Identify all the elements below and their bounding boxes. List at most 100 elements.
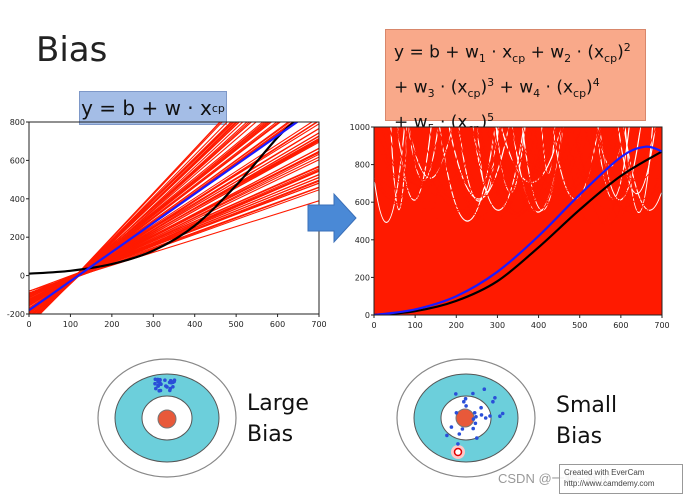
fit-curve: [384, 127, 409, 203]
fit-curve: [513, 127, 617, 190]
x-tick-label: 400: [187, 320, 202, 329]
bullseye: [455, 408, 475, 428]
shot-dot: [462, 399, 466, 404]
outlier-shot: [453, 447, 463, 457]
x-tick-label: 200: [449, 321, 464, 330]
fit-curve: [436, 127, 535, 196]
shot-dot: [471, 391, 475, 396]
x-tick-label: 100: [63, 320, 78, 329]
fit-curve: [404, 127, 512, 200]
large-bias-label: Large Bias: [247, 391, 309, 447]
fit-curve: [595, 127, 651, 210]
fit-curve: [529, 127, 564, 201]
bullseye: [157, 409, 177, 429]
shot-dot: [463, 396, 468, 401]
shot-dot: [168, 388, 172, 393]
x-tick-label: 700: [654, 321, 669, 330]
shot-dot: [163, 378, 167, 382]
small-bias-label: Small Bias: [556, 393, 618, 449]
x-tick-label: 400: [531, 321, 546, 330]
fit-curve-gap: [374, 127, 406, 224]
shot-dot: [500, 411, 505, 416]
shot-dot: [153, 377, 158, 382]
fit-curve: [443, 127, 538, 222]
fit-curve: [484, 127, 583, 188]
x-tick-label: 200: [104, 320, 119, 329]
y-tick-label: 0: [20, 272, 25, 281]
fit-curve-gap: [617, 127, 656, 194]
y-tick-label: 1000: [350, 123, 370, 132]
target-large-bias: [97, 358, 237, 478]
shot-dot: [472, 411, 477, 415]
fit-curve: [603, 127, 662, 182]
fit-curve: [497, 127, 608, 204]
fit-curve: [553, 127, 639, 226]
shot-dot: [454, 392, 458, 396]
fit-curve: [512, 127, 601, 195]
shot-cluster: [153, 377, 177, 393]
fit-curve: [594, 127, 662, 200]
fit-curve: [374, 127, 444, 190]
fit-curve: [611, 127, 645, 192]
shot-dot: [154, 386, 158, 391]
x-tick-label: 700: [311, 320, 326, 329]
y-tick-label: 200: [355, 273, 370, 282]
shot-scatter: [445, 387, 505, 446]
fit-curve: [566, 127, 604, 217]
y-tick-label: 800: [10, 118, 25, 127]
y-tick-label: 400: [355, 236, 370, 245]
shot-dot: [456, 442, 460, 446]
fit-curve: [596, 127, 662, 205]
fit-curve: [471, 127, 549, 192]
fit-curve: [489, 127, 583, 211]
fit-line: [29, 182, 319, 292]
x-tick-label: 300: [490, 321, 505, 330]
shot-dot: [464, 404, 468, 408]
shot-dot: [457, 432, 462, 436]
true-function-line: [374, 150, 662, 315]
fit-curve: [551, 127, 597, 213]
fit-curve: [419, 127, 516, 212]
y-tick-label: 600: [10, 156, 25, 165]
shot-dot: [153, 381, 157, 386]
shot-dot: [483, 416, 488, 420]
shot-dot: [449, 425, 454, 429]
shot-dot: [171, 385, 175, 389]
average-model-line: [29, 122, 299, 312]
fit-curve: [583, 127, 662, 215]
shot-dot: [159, 382, 163, 386]
shot-dot: [454, 411, 459, 415]
slide-title: Bias: [36, 30, 108, 70]
fit-curve: [486, 127, 554, 215]
y-tick-label: 400: [10, 195, 25, 204]
fit-curve: [428, 127, 478, 183]
y-tick-label: 800: [355, 161, 370, 170]
fit-curve: [437, 127, 491, 181]
fit-curve: [600, 127, 638, 219]
formula-linear-sub: cp: [211, 101, 225, 115]
x-tick-label: 100: [408, 321, 423, 330]
fit-curve: [510, 127, 585, 203]
formula-linear-text: y = b + w · x: [81, 96, 212, 120]
formula-linear: y = b + w · x cp: [79, 91, 227, 125]
shot-dot: [488, 414, 492, 418]
y-tick-label: 0: [365, 311, 370, 320]
polynomial-model-chart: 0 100 200 300 400 500 600 700 0 200 400 600 800 1000: [350, 123, 670, 330]
x-tick-label: 600: [613, 321, 628, 330]
evercam-watermark: Created with EverCam http://www.camdemy.…: [559, 464, 683, 494]
shot-dot: [474, 415, 478, 419]
fit-curve: [556, 127, 615, 222]
fit-line: [29, 122, 271, 314]
fit-curve: [456, 127, 562, 187]
fit-curve: [583, 127, 619, 185]
fit-curve-gap: [623, 127, 662, 211]
true-function-line: [29, 122, 295, 275]
target-small-bias: [396, 358, 536, 478]
formula-line-2: + w3 · (xcp)3 + w4 · (xcp)4: [394, 76, 600, 101]
shot-dot: [156, 380, 161, 384]
shot-dot: [164, 384, 168, 388]
fit-curve: [565, 127, 626, 204]
fit-curve-gap: [448, 127, 510, 200]
fit-curve: [374, 127, 429, 198]
fit-curve: [503, 127, 603, 225]
